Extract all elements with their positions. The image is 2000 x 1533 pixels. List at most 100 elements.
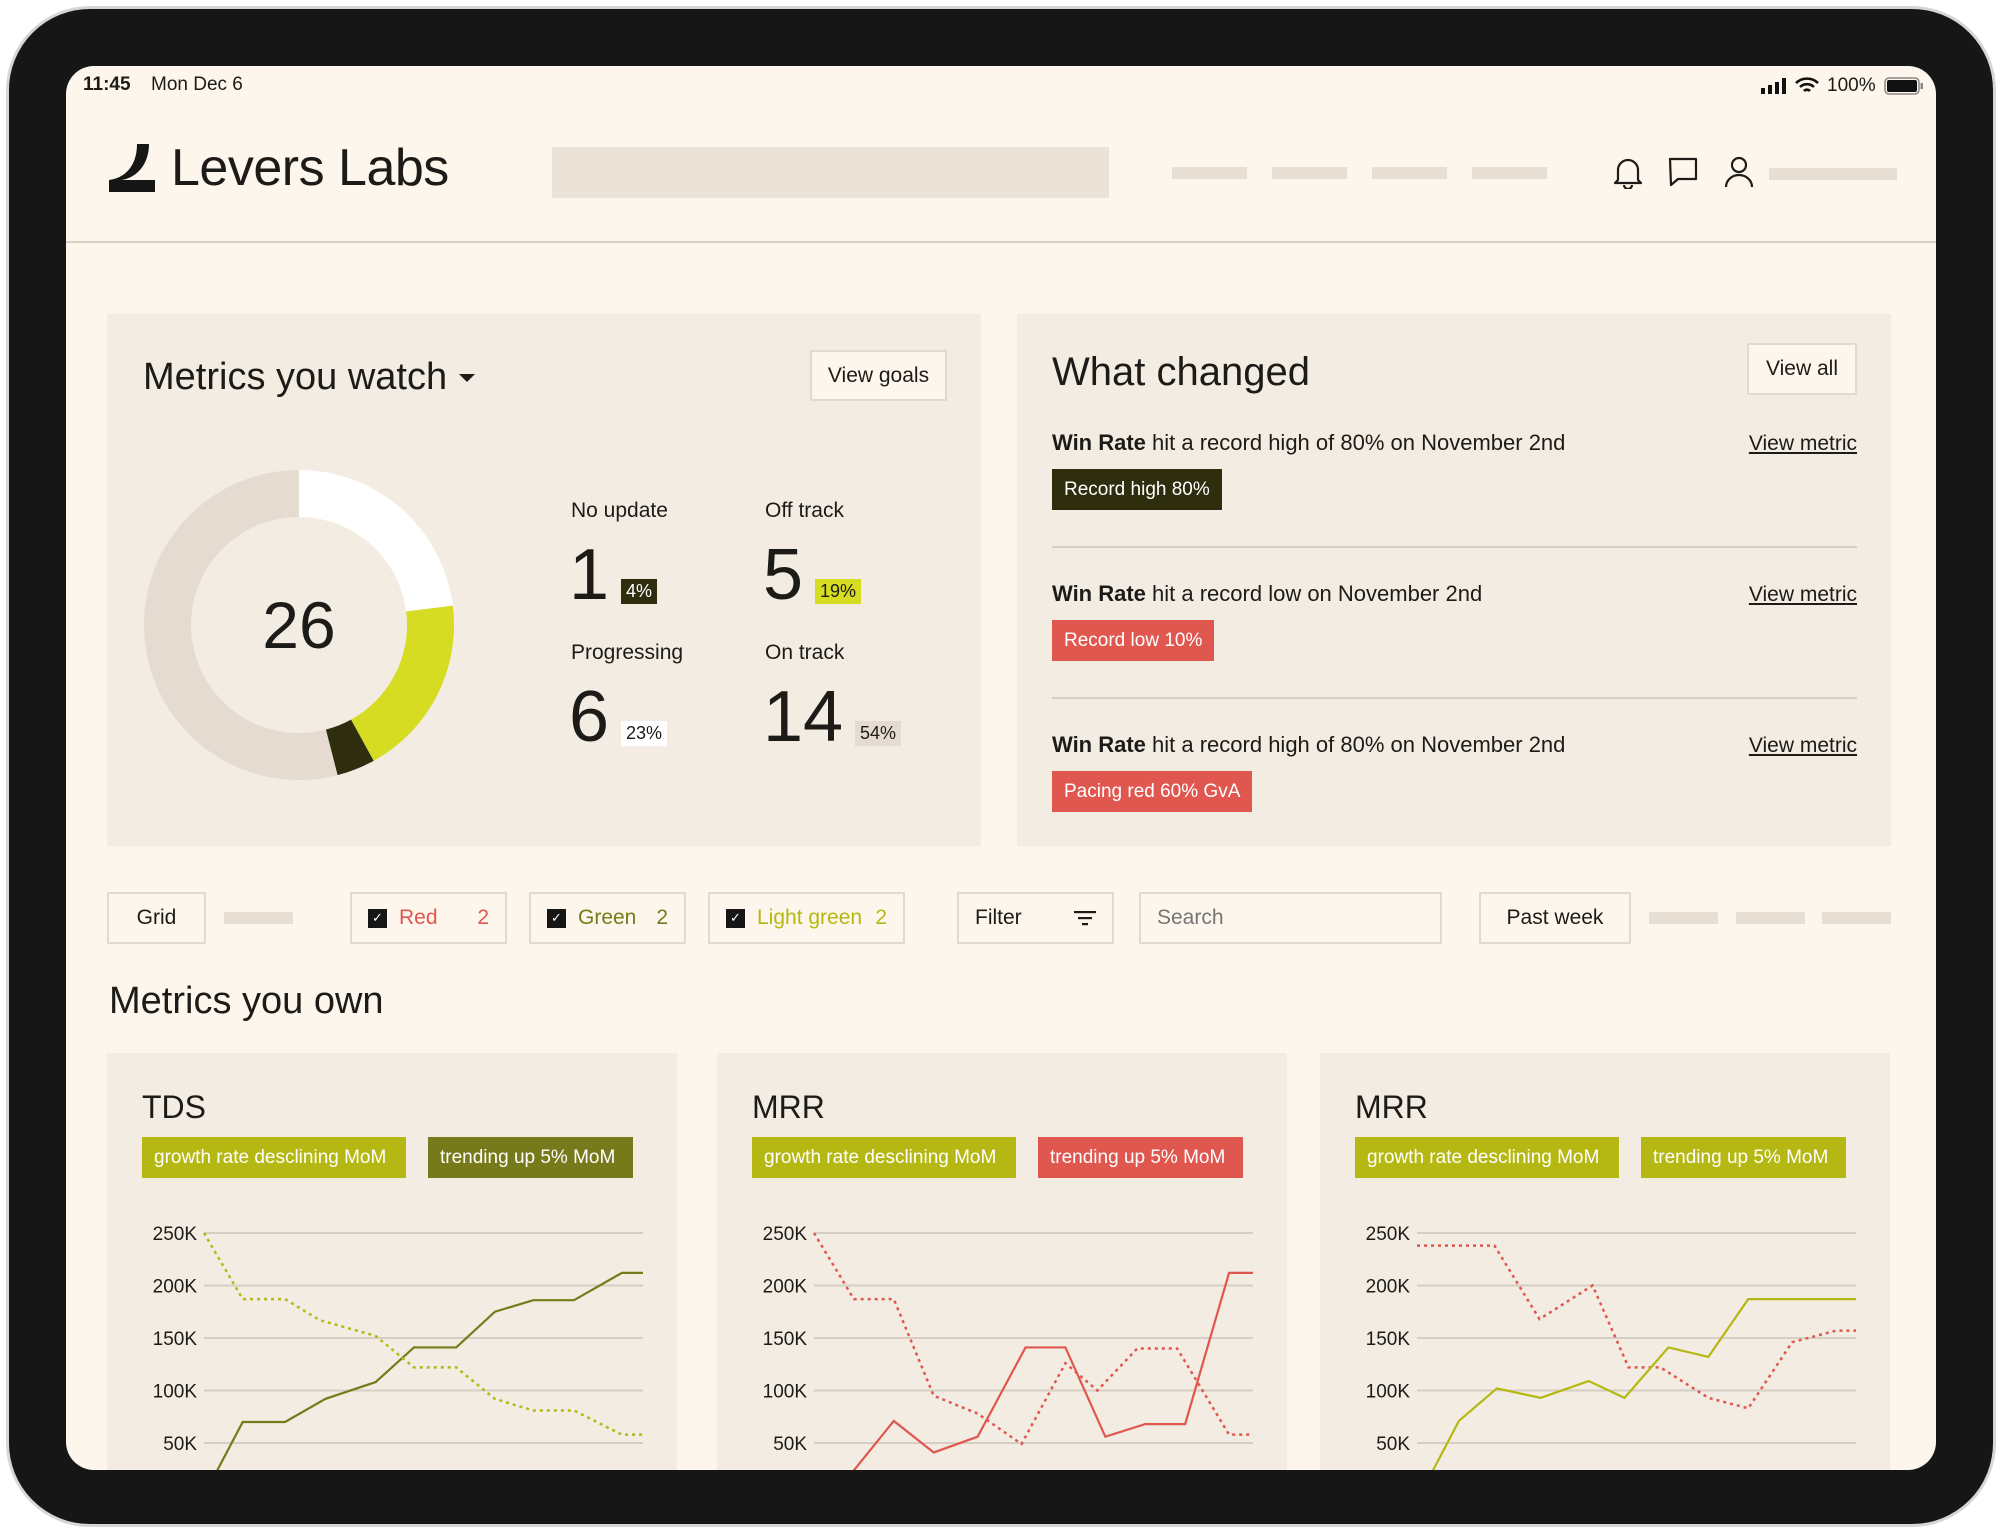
grid-view-button[interactable]: Grid (107, 892, 206, 944)
y-tick-label: 100K (763, 1382, 808, 1403)
change-description: Win Rate hit a record high of 80% on Nov… (1052, 732, 1565, 758)
change-badge: Pacing red 60% GvA (1052, 771, 1253, 812)
stat-label: No update (571, 499, 668, 522)
donut-segment-on-track[interactable] (143, 470, 338, 780)
view-goals-button[interactable]: View goals (810, 350, 947, 401)
series-line-solid (216, 1271, 643, 1470)
change-badge: Record low 10% (1052, 620, 1215, 661)
toolbar-placeholder[interactable] (1822, 912, 1891, 924)
stat-value: 6 (569, 677, 610, 757)
brand-name: Levers Labs (171, 139, 449, 197)
battery-icon (1883, 77, 1923, 95)
nav-item-placeholder[interactable] (1272, 167, 1347, 179)
battery-percent: 100% (1827, 75, 1876, 96)
view-metric-link[interactable]: View metric (1748, 734, 1857, 757)
series-line-dotted (1417, 1244, 1856, 1410)
nav-item-placeholder[interactable] (1472, 167, 1547, 179)
filter-chip-count: 2 (656, 906, 668, 929)
filter-chip-count: 2 (477, 906, 489, 929)
y-tick-label: 50K (163, 1434, 197, 1455)
change-text: hit a record high of 80% on November 2nd (1145, 732, 1566, 757)
change-description: Win Rate hit a record low on November 2n… (1052, 581, 1482, 607)
wifi-icon (1795, 77, 1819, 93)
filter-chip-green[interactable]: ✓ Green 2 (529, 892, 686, 944)
filter-icon (1074, 911, 1096, 926)
stat-value: 14 (763, 677, 844, 757)
chat-icon[interactable] (1667, 156, 1699, 188)
view-metric-link[interactable]: View metric (1748, 583, 1857, 606)
caret-down-icon (459, 373, 476, 382)
chart-tag: growth rate desclining MoM (752, 1137, 1016, 1178)
view-metric-link[interactable]: View metric (1748, 432, 1857, 455)
y-tick-label: 200K (1366, 1277, 1411, 1298)
nav-item-placeholder[interactable] (1372, 167, 1447, 179)
change-metric-name: Win Rate (1052, 430, 1146, 455)
stat-label: On track (765, 641, 845, 664)
user-icon[interactable] (1723, 155, 1755, 189)
filter-chip-red[interactable]: ✓ Red 2 (350, 892, 507, 944)
status-date: Mon Dec 6 (151, 74, 243, 95)
signal-icon (1761, 78, 1786, 94)
donut-segment-progressing[interactable] (299, 470, 453, 612)
metric-chart-card[interactable]: MRR growth rate desclining MoM trending up… (717, 1053, 1287, 1470)
series-line-solid (852, 1271, 1253, 1470)
toolbar-placeholder[interactable] (1649, 912, 1718, 924)
chart-tag: trending up 5% MoM (1038, 1137, 1243, 1178)
y-tick-label: 50K (1376, 1434, 1410, 1455)
screen: 11:45 Mon Dec 6 100% Levers Labs Metrics… (66, 66, 1936, 1470)
donut-total: 26 (262, 588, 336, 662)
view-all-button[interactable]: View all (1747, 343, 1857, 395)
chart-title: TDS (142, 1089, 206, 1125)
status-right: 100% (1761, 75, 1924, 97)
y-tick-label: 250K (763, 1224, 808, 1245)
toolbar-placeholder[interactable] (224, 912, 293, 924)
checkbox-checked-icon[interactable]: ✓ (368, 908, 387, 928)
y-tick-label: 150K (153, 1329, 198, 1350)
filter-chip-count: 2 (875, 906, 887, 929)
metrics-watch-dropdown[interactable]: Metrics you watch (143, 356, 476, 399)
checkbox-checked-icon[interactable]: ✓ (547, 908, 566, 928)
donut-segment-off-track[interactable] (351, 605, 454, 761)
change-metric-name: Win Rate (1052, 581, 1146, 606)
chart-tag: trending up 5% MoM (1641, 1137, 1846, 1178)
stat-percent-badge: 4% (621, 579, 658, 604)
user-name-placeholder[interactable] (1769, 168, 1897, 180)
y-tick-label: 200K (153, 1277, 198, 1298)
search-input[interactable] (1139, 892, 1442, 944)
donut-segment-no-update[interactable] (325, 719, 374, 776)
bell-icon[interactable] (1612, 155, 1644, 189)
toolbar-placeholder[interactable] (1736, 912, 1805, 924)
filter-chip-light-green[interactable]: ✓ Light green 2 (708, 892, 905, 944)
divider (1052, 697, 1857, 699)
checkbox-checked-icon[interactable]: ✓ (726, 908, 745, 928)
chart-title: MRR (752, 1089, 825, 1125)
status-time: 11:45 (83, 74, 131, 95)
chart-title: MRR (1355, 1089, 1428, 1125)
nav-item-placeholder[interactable] (1172, 167, 1247, 179)
stat-percent-badge: 19% (815, 579, 862, 604)
metrics-watch-card: Metrics you watch View goals 26 No updat… (107, 314, 981, 846)
header-search-placeholder[interactable] (552, 147, 1109, 198)
y-tick-label: 100K (1366, 1382, 1411, 1403)
brand-logo[interactable]: Levers Labs (107, 138, 449, 198)
filter-button[interactable]: Filter (957, 892, 1114, 944)
series-line-dotted (202, 1232, 643, 1436)
change-text: hit a record low on November 2nd (1145, 581, 1483, 606)
stat-value: 5 (763, 535, 804, 615)
chart-tag: trending up 5% MoM (428, 1137, 633, 1178)
divider (1052, 546, 1857, 548)
metric-chart-card[interactable]: MRR growth rate desclining MoM trending up… (1320, 1053, 1890, 1470)
change-metric-name: Win Rate (1052, 732, 1146, 757)
filter-label: Filter (975, 906, 1022, 929)
y-tick-label: 50K (773, 1434, 807, 1455)
y-tick-label: 200K (763, 1277, 808, 1298)
change-description: Win Rate hit a record high of 80% on Nov… (1052, 430, 1565, 456)
levers-logo-icon (109, 144, 155, 192)
date-range-select[interactable]: Past week (1479, 892, 1631, 944)
stat-percent-badge: 23% (621, 721, 668, 746)
y-tick-label: 100K (153, 1382, 198, 1403)
y-tick-label: 250K (153, 1224, 198, 1245)
y-tick-label: 150K (763, 1329, 808, 1350)
stat-label: Progressing (571, 641, 684, 664)
metric-chart-card[interactable]: TDS growth rate desclining MoM trending up… (107, 1053, 677, 1470)
